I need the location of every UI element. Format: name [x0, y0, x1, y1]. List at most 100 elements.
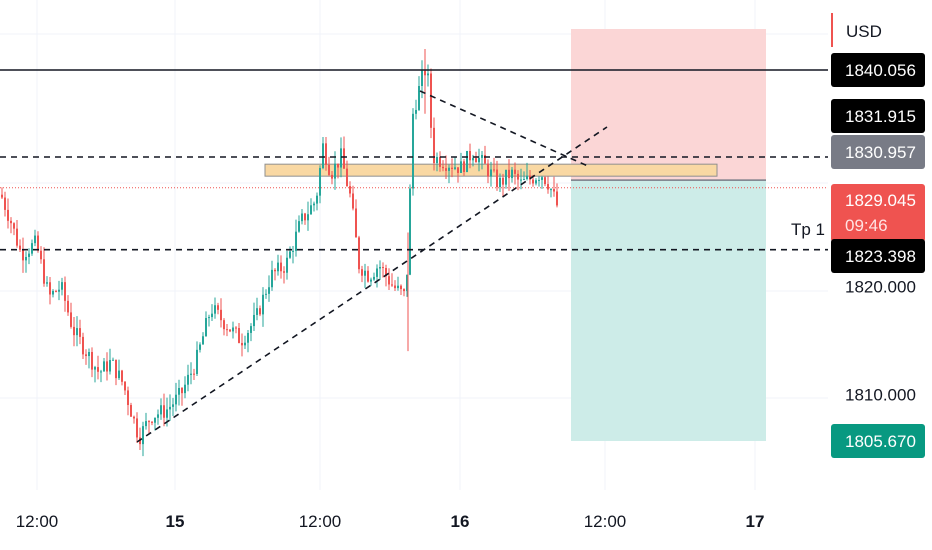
candle-body [31, 243, 33, 254]
price-axis[interactable]: USD [831, 13, 882, 47]
candle-body [205, 318, 207, 337]
candle-body [460, 161, 462, 173]
candle-body [250, 326, 252, 333]
candle-body [421, 70, 423, 87]
candle-body [70, 312, 72, 327]
candle-body [553, 189, 555, 192]
candle-body [394, 285, 396, 289]
candle-body [163, 405, 165, 418]
candle-body [496, 169, 498, 188]
candle-body [106, 361, 108, 372]
candle-body [448, 167, 450, 171]
candle-body [73, 326, 75, 336]
candle-body [346, 168, 348, 187]
target-level-tag-label: 1805.670 [845, 432, 916, 451]
candle-body [268, 287, 270, 294]
candlestick-series [1, 49, 558, 457]
candle-body [118, 370, 120, 379]
candle-body [538, 179, 540, 181]
candle-body [337, 163, 339, 168]
position-zones [264, 29, 766, 441]
last-price-tag [831, 184, 925, 242]
candle-body [493, 169, 495, 171]
candle-body [388, 276, 390, 285]
candle-body [304, 213, 306, 221]
candle-body [409, 188, 411, 275]
candle-body [175, 394, 177, 405]
candle-body [145, 421, 147, 427]
candle-body [484, 154, 486, 164]
candle-body [58, 289, 60, 292]
candle-body [238, 328, 240, 343]
candle-body [226, 329, 228, 331]
candle-body [28, 253, 30, 257]
candle-body [97, 367, 99, 372]
candle-body [442, 166, 444, 169]
upper-level-tag [831, 99, 925, 133]
candle-body [25, 256, 27, 261]
candle-body [94, 367, 96, 370]
last-price-tag-label: 1829.045 [845, 191, 916, 210]
candle-body [463, 161, 465, 172]
candle-body [178, 387, 180, 395]
candle-body [481, 154, 483, 158]
tp1-label: Tp 1 [791, 220, 825, 239]
candle-body [13, 223, 15, 229]
candle-body [154, 417, 156, 423]
candle-body [169, 406, 171, 410]
upper-level-tag-label: 1831.915 [845, 107, 916, 126]
candle-body [358, 237, 360, 270]
entry-level-tag [831, 135, 925, 169]
candle-body [85, 354, 87, 357]
candle-body [277, 262, 279, 272]
candle-body [532, 179, 534, 184]
x-tick-label: 17 [746, 512, 765, 531]
candle-body [274, 269, 276, 272]
entry-level-tag-label: 1830.957 [845, 143, 916, 162]
candle-body [130, 405, 132, 417]
candle-body [295, 231, 297, 251]
candle-body [1, 194, 3, 198]
candle-body [133, 416, 135, 419]
candle-body [475, 158, 477, 163]
resistance-level-tag-label: 1840.056 [845, 61, 916, 80]
candle-body [379, 267, 381, 269]
candle-body [172, 404, 174, 407]
candle-body [490, 169, 492, 177]
candle-body [529, 175, 531, 180]
candle-body [208, 317, 210, 319]
horizontal-levels [0, 69, 828, 251]
candle-body [115, 359, 117, 379]
candle-body [7, 209, 9, 221]
x-tick-label: 12:00 [299, 512, 342, 531]
candle-body [310, 205, 312, 215]
candle-body [61, 282, 63, 290]
trend-drawings [136, 90, 608, 443]
candle-body [190, 373, 192, 375]
candle-body [466, 151, 468, 172]
candle-body [400, 285, 402, 290]
time-axis[interactable]: 12:00 15 12:00 16 12:00 17 [16, 512, 765, 531]
candle-body [436, 157, 438, 164]
candle-body [136, 418, 138, 438]
candle-body [82, 336, 84, 355]
candle-body [499, 177, 501, 188]
candle-body [544, 177, 546, 185]
candle-body [265, 293, 267, 295]
candle-body [199, 344, 201, 350]
candle-body [241, 342, 243, 346]
candle-body [355, 208, 357, 238]
candle-body [445, 168, 447, 171]
candle-body [253, 314, 255, 327]
candle-body [364, 270, 366, 276]
candle-body [547, 184, 549, 190]
candle-body [340, 148, 342, 168]
candle-body [535, 180, 537, 184]
candle-body [166, 409, 168, 418]
candle-body [556, 191, 558, 206]
candle-body [181, 387, 183, 394]
candle-body [262, 294, 264, 315]
candle-body [454, 167, 456, 169]
candle-body [289, 251, 291, 258]
